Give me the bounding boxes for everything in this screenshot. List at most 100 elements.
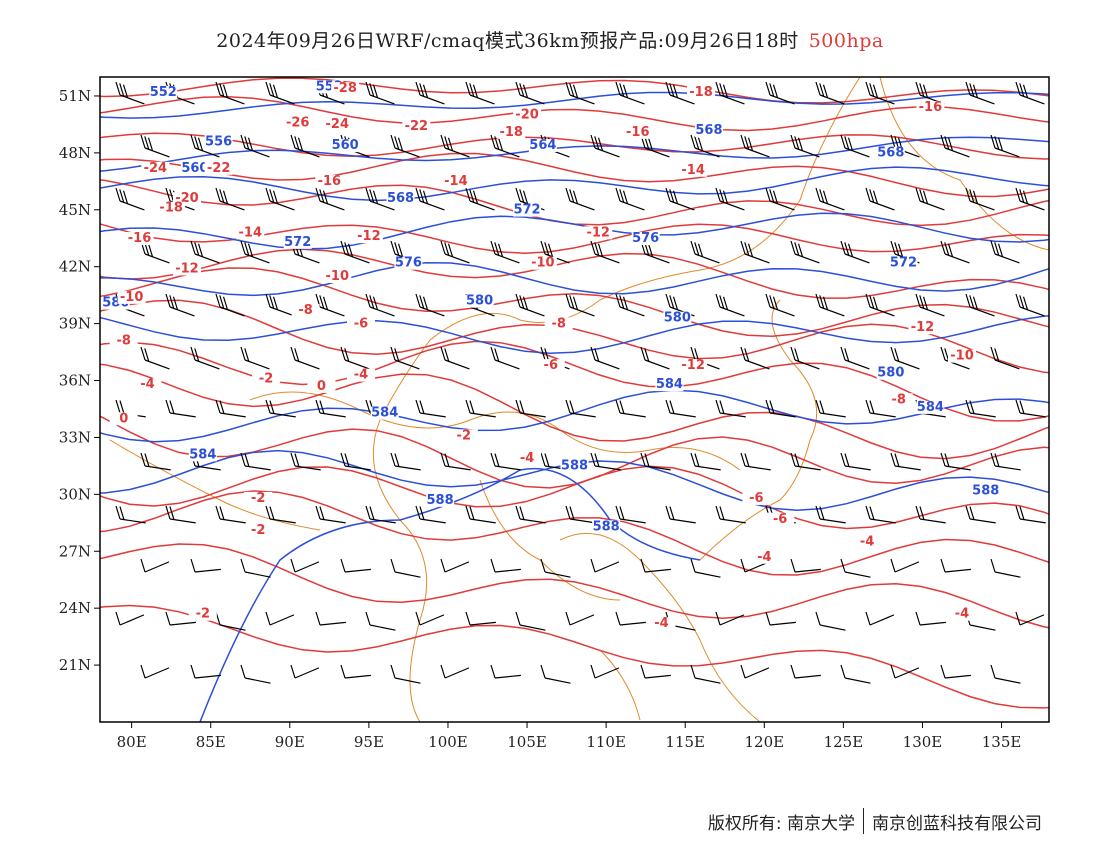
wind-barb-flag	[919, 506, 925, 520]
geopotential-label: 572	[890, 256, 917, 271]
wind-barb-flag	[865, 293, 871, 308]
wind-barb	[819, 624, 846, 631]
wind-barb-flag	[965, 293, 971, 308]
wind-barb-flag	[265, 187, 271, 202]
wind-barb-flag	[865, 81, 871, 96]
wind-barb-flag	[944, 453, 950, 467]
geopotential-label: 568	[877, 146, 904, 161]
wind-barb-flag	[669, 506, 675, 520]
wind-barb-flag	[372, 296, 379, 310]
wind-barb	[119, 200, 145, 211]
wind-barb-flag	[890, 664, 896, 679]
wind-barb	[794, 147, 820, 158]
wind-barb	[419, 200, 445, 211]
wind-barb-flag	[494, 348, 500, 362]
wind-barb-flag	[615, 611, 621, 626]
wind-barb	[869, 614, 895, 626]
temperature-label: -4	[354, 368, 368, 383]
wind-barb-flag	[465, 187, 471, 202]
wind-barb	[144, 359, 170, 370]
wind-barb-flag	[940, 240, 946, 255]
wind-barb-flag	[419, 400, 425, 414]
wind-barb	[844, 571, 871, 578]
wind-barb	[319, 412, 346, 418]
wind-barb-flag	[665, 505, 671, 520]
wind-barb	[294, 561, 320, 573]
wind-barb-flag	[522, 190, 529, 204]
wind-barb-flag	[872, 84, 879, 98]
lat-tick-label: 24N	[59, 599, 91, 617]
wind-barb-flag	[994, 242, 1000, 256]
wind-barb-flag	[240, 240, 246, 255]
wind-barb-flag	[719, 400, 725, 414]
wind-barb-flag	[744, 453, 750, 467]
temperature-label-bg	[528, 256, 557, 270]
wind-barb-flag	[197, 137, 204, 151]
wind-barb-flag	[244, 453, 250, 467]
geopotential-label: 576	[632, 231, 659, 246]
wind-barb-flag	[665, 187, 671, 202]
wind-barb	[719, 94, 745, 105]
wind-barb	[619, 412, 646, 418]
wind-barb-flag	[747, 137, 754, 151]
wind-barb	[169, 306, 195, 317]
boundary-line	[559, 429, 741, 471]
wind-barb-flag	[119, 83, 125, 97]
wind-barb	[269, 614, 295, 626]
temperature-contour	[100, 299, 1049, 374]
wind-barb-flag	[169, 400, 175, 414]
wind-barb-flag	[369, 295, 375, 309]
wind-barb-flag	[590, 134, 596, 149]
temperature-label-bg	[133, 378, 162, 392]
wind-barb-flag	[315, 187, 321, 202]
temperature-label-bg	[679, 359, 708, 373]
wind-barb-flag	[894, 453, 900, 467]
wind-barb-flag	[222, 296, 229, 310]
wind-barb-flag	[940, 452, 946, 467]
title-main: 2024年09月26日WRF/cmaq模式36km预报产品:09月26日18时	[216, 30, 799, 52]
wind-barb	[269, 518, 296, 524]
temperature-label-bg	[331, 82, 360, 96]
temperature-label-bg	[109, 334, 138, 348]
wind-barb-flag	[694, 242, 700, 256]
wind-barb-flag	[522, 84, 529, 98]
lat-tick-label: 51N	[59, 87, 91, 105]
wind-barb-flag	[240, 346, 246, 361]
temperature-label-bg	[323, 269, 352, 283]
wind-barb	[869, 412, 896, 418]
wind-barb-flag	[394, 348, 400, 362]
wind-barb	[644, 147, 670, 158]
wind-barb-flag	[290, 134, 296, 149]
temperature-label: -16	[626, 125, 650, 140]
temperature-label: -8	[892, 392, 906, 407]
wind-barb-flag	[769, 295, 775, 309]
wind-barb	[219, 624, 246, 631]
temperature-label: -4	[860, 535, 874, 550]
wind-barb	[919, 518, 946, 524]
wind-barb-flag	[665, 81, 671, 96]
wind-barb-flag	[215, 187, 221, 202]
wind-barb	[119, 518, 146, 524]
wind-barb	[469, 412, 496, 418]
wind-barb-flag	[244, 136, 250, 150]
wind-barb-flag	[865, 187, 871, 202]
wind-barb-flag	[997, 243, 1004, 257]
wind-barb	[969, 94, 995, 105]
wind-barb-flag	[915, 81, 921, 96]
lat-tick-label: 36N	[59, 372, 91, 390]
wind-barb	[744, 147, 770, 158]
wind-barb-flag	[1019, 83, 1025, 97]
wind-barb	[119, 94, 145, 105]
wind-barb-flag	[447, 243, 454, 257]
geopotential-label-bg	[631, 232, 660, 246]
wind-barb-flag	[444, 453, 450, 467]
temperature-label-bg	[441, 175, 470, 189]
temperature-label-bg	[291, 304, 320, 318]
geopotential-label-bg	[149, 85, 178, 99]
geopotential-contour	[100, 212, 1049, 250]
wind-barb-flag	[169, 506, 175, 520]
wind-barb	[794, 674, 821, 679]
geopotential-label: 568	[387, 191, 414, 206]
wind-barb-flag	[490, 240, 496, 255]
